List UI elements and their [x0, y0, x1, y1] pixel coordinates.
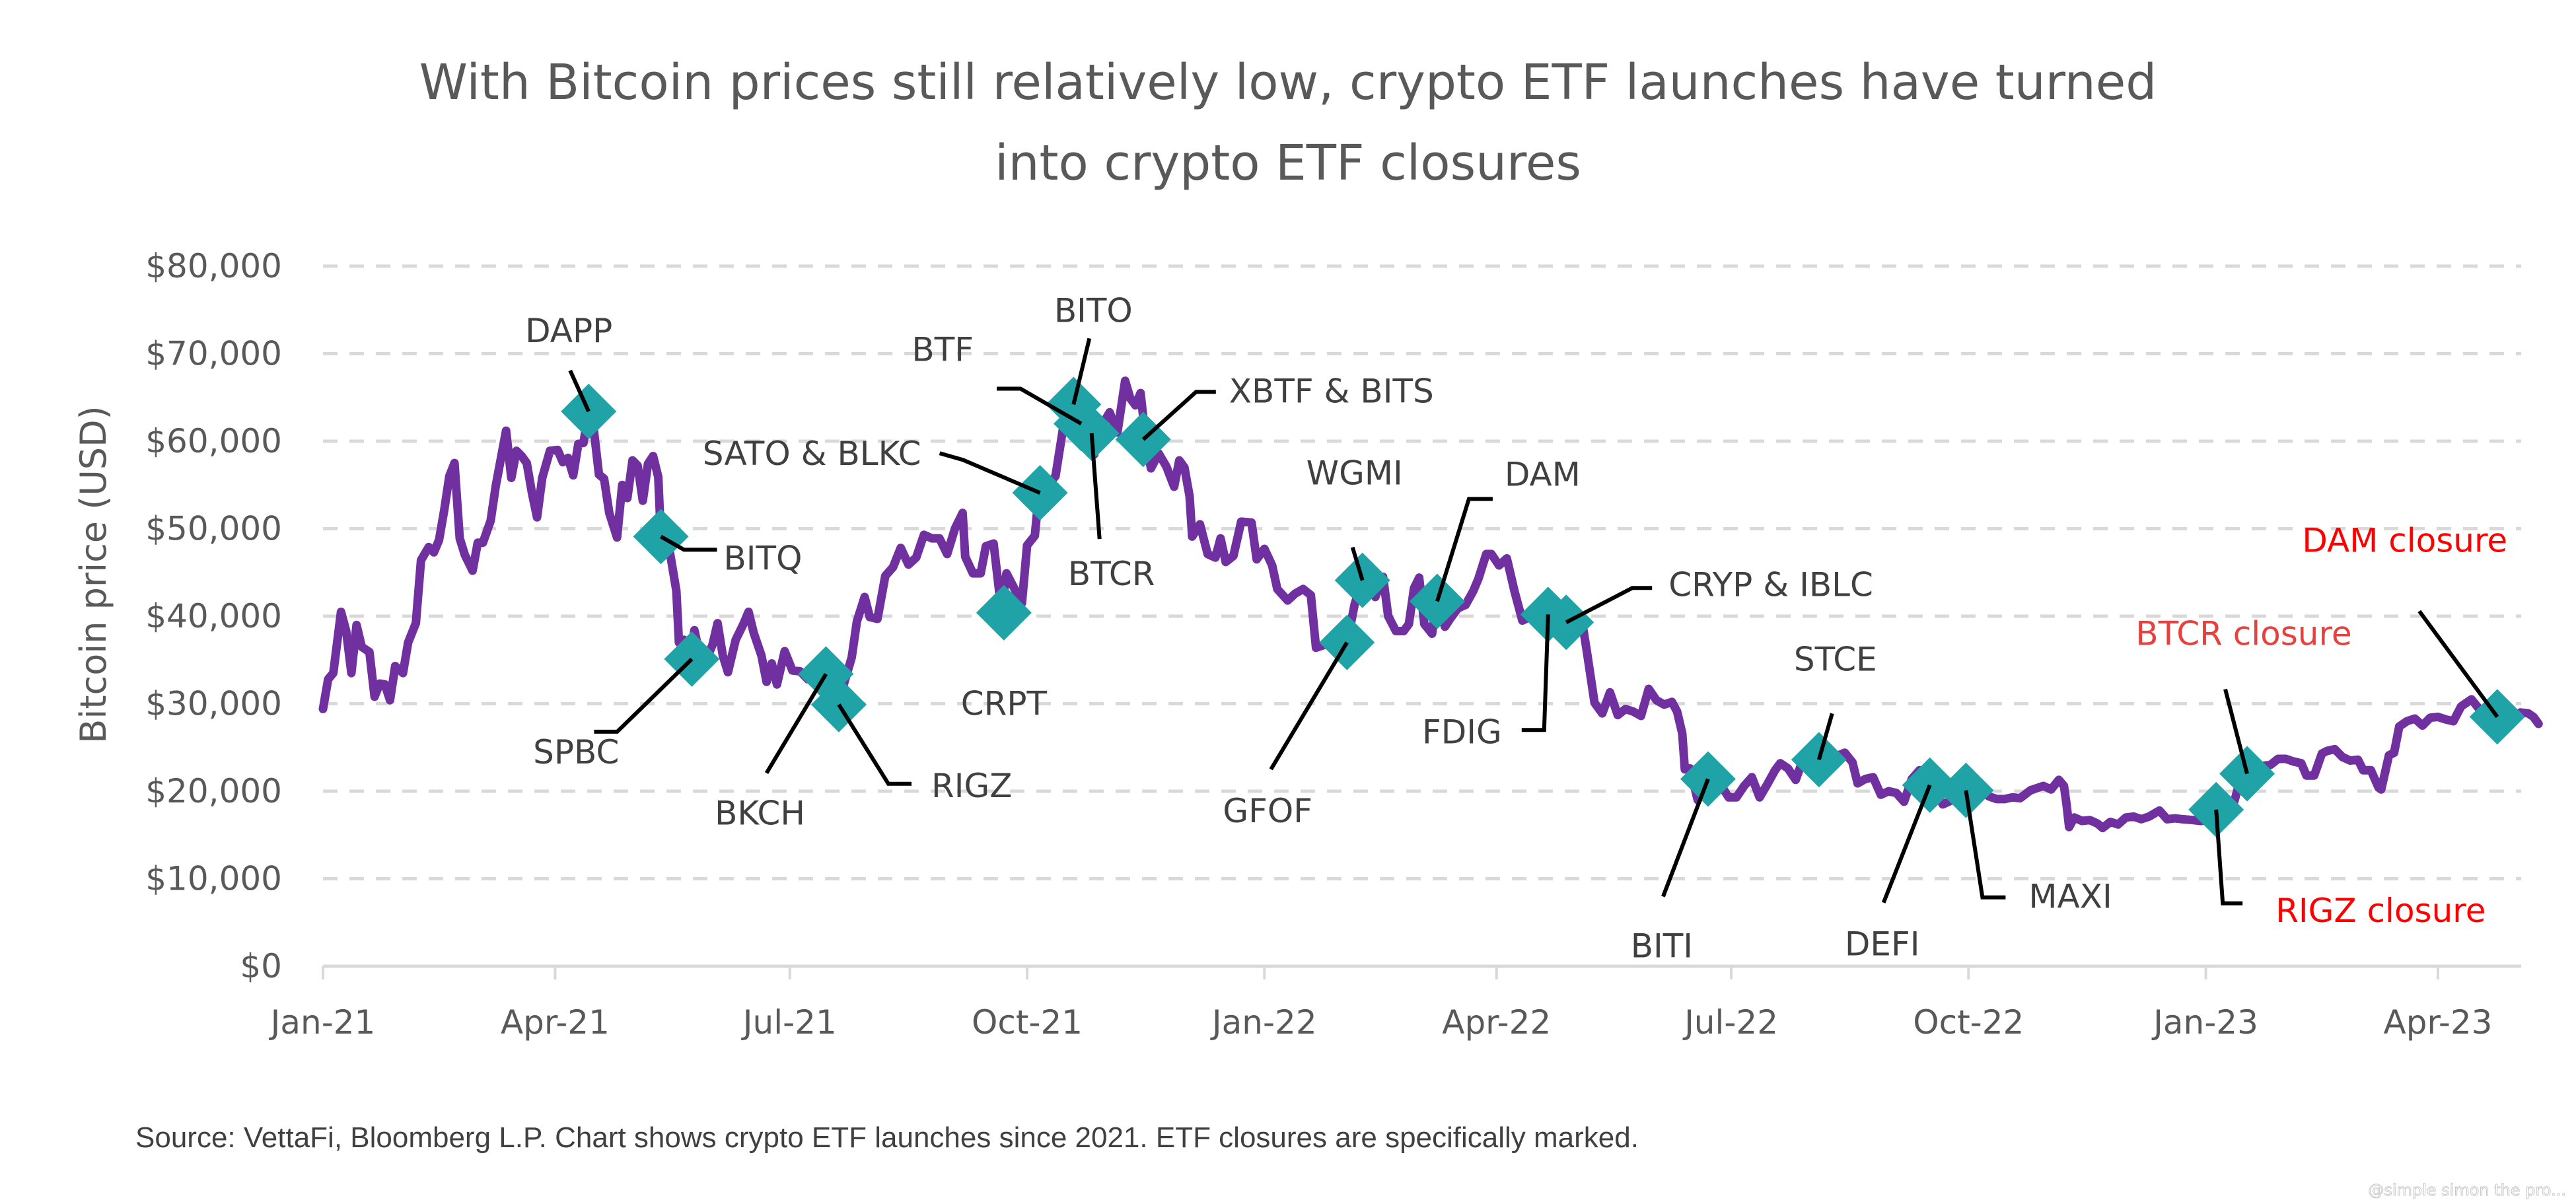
annotation-label-dam-closure: DAM closure	[2302, 521, 2507, 559]
annotation-label-crpt: CRPT	[961, 685, 1048, 723]
x-tick-label: Jul-21	[741, 1003, 837, 1042]
leader-line-stce	[1816, 713, 1834, 761]
y-tick-label: $0	[240, 947, 282, 985]
y-axis-title: Bitcoin price (USD)	[73, 406, 114, 743]
y-tick-label: $40,000	[145, 597, 282, 635]
leader-line-maxi	[1964, 790, 2006, 900]
y-tick-label: $70,000	[145, 335, 282, 373]
marker-crpt	[976, 584, 1032, 641]
annotations-group: DAPP BITQ SPBC BKCH RIGZ CRPT SATO & BLKC BITO B…	[525, 291, 2507, 965]
leader-line-biti	[1661, 778, 1710, 898]
leader-line-fdig	[1521, 614, 1550, 732]
leader-line-bito	[1071, 337, 1092, 406]
annotation-label-spbc: SPBC	[533, 733, 619, 771]
leader-line-rigz-closure	[2214, 809, 2243, 905]
x-tick-label: Apr-21	[501, 1003, 610, 1042]
y-tick-label: $20,000	[145, 772, 282, 810]
y-tick-label: $30,000	[145, 685, 282, 723]
annotation-label-rigz: RIGZ	[931, 767, 1013, 805]
y-tick-label: $80,000	[145, 247, 282, 285]
annotation-label-fdig: FDIG	[1422, 713, 1502, 751]
leader-line-dam	[1435, 497, 1493, 602]
leader-line-gfof	[1269, 641, 1349, 771]
chart-title-line-1: With Bitcoin prices still relatively low…	[419, 54, 2157, 111]
marker-maxi	[1938, 762, 1994, 818]
annotation-label-sato-blkc: SATO & BLKC	[703, 435, 921, 473]
leader-line-dapp	[568, 369, 590, 413]
leader-line-cryp-iblc	[1565, 586, 1653, 624]
annotation-leaders	[568, 337, 2499, 905]
marker-btcr-closure	[2219, 746, 2275, 802]
x-tick-label: Jan-21	[269, 1003, 376, 1042]
footnote: Source: VettaFi, Bloomberg L.P. Chart sh…	[135, 1121, 1639, 1154]
chart-title: With Bitcoin prices still relatively low…	[419, 54, 2157, 192]
annotation-label-cryp-iblc: CRYP & IBLC	[1668, 565, 1873, 604]
leader-line-wgmi	[1350, 546, 1365, 581]
annotation-label-btf: BTF	[912, 331, 974, 369]
y-tick-label: $10,000	[145, 860, 282, 898]
x-tick-label: Jul-22	[1682, 1003, 1778, 1042]
leader-line-btcr	[1089, 433, 1102, 540]
annotation-label-btcr: BTCR	[1068, 555, 1155, 593]
annotation-label-wgmi: WGMI	[1306, 454, 1403, 493]
x-tick-label: Oct-21	[972, 1003, 1083, 1042]
annotation-label-gfof: GFOF	[1223, 792, 1312, 830]
gridlines	[323, 264, 2521, 880]
annotation-label-maxi: MAXI	[2028, 878, 2112, 916]
leader-line-rigz	[837, 703, 912, 786]
y-tick-label: $60,000	[145, 422, 282, 460]
leader-line-bkch	[764, 672, 828, 775]
x-tick-label: Apr-22	[1442, 1003, 1551, 1042]
marker-gfof	[1319, 614, 1375, 670]
leader-line-defi	[1881, 784, 1932, 903]
x-tick-label: Jan-22	[1210, 1003, 1317, 1042]
annotation-label-dam: DAM	[1505, 456, 1581, 494]
leader-line-btf	[997, 386, 1083, 426]
leader-line-btcr-closure	[2223, 688, 2249, 775]
x-tick-label: Apr-23	[2384, 1003, 2493, 1042]
y-axis-tick-labels: $0 $10,000 $20,000 $30,000 $40,000 $50,000 $60…	[145, 247, 282, 985]
marker-cryp-iblc	[1538, 594, 1594, 651]
x-tick-label: Oct-22	[1913, 1003, 2024, 1042]
annotation-label-dapp: DAPP	[525, 312, 612, 350]
annotation-label-bito: BITO	[1054, 291, 1133, 330]
watermark: @simple simon the pro...	[2368, 1181, 2566, 1199]
annotation-label-bkch: BKCH	[715, 795, 805, 833]
leader-line-sato-blkc	[939, 451, 1041, 495]
leader-line-xbtf-bits	[1141, 390, 1216, 441]
chart-title-line-2: into crypto ETF closures	[995, 135, 1581, 192]
annotation-label-rigz-closure: RIGZ closure	[2275, 892, 2486, 930]
annotation-label-xbtf-bits: XBTF & BITS	[1229, 372, 1434, 410]
leader-line-spbc	[594, 657, 694, 734]
leader-line-bitq	[660, 534, 717, 552]
x-axis: Jan-21 Apr-21 Jul-21 Oct-21 Jan-22 Apr-22 Jul-…	[269, 964, 2521, 1042]
leader-line-dam-closure	[2417, 610, 2499, 719]
annotation-label-btcr-closure: BTCR closure	[2135, 615, 2351, 653]
annotation-label-biti: BITI	[1631, 927, 1693, 966]
annotation-label-bitq: BITQ	[724, 539, 803, 577]
marker-biti	[1680, 751, 1736, 807]
annotation-label-defi: DEFI	[1845, 925, 1920, 964]
annotation-label-stce: STCE	[1794, 640, 1877, 678]
x-tick-label: Jan-23	[2151, 1003, 2258, 1042]
y-tick-label: $50,000	[145, 510, 282, 548]
